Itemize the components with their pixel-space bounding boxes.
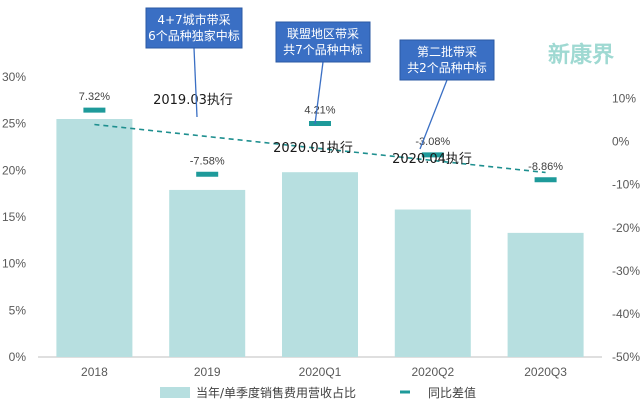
right-axis-tick: -20%: [612, 221, 640, 235]
bar: [507, 232, 584, 357]
callout-text: 联盟地区带采: [287, 27, 359, 41]
right-axis-tick: -40%: [612, 307, 640, 321]
callout-box: [145, 7, 243, 49]
diff-label: -8.86%: [528, 161, 563, 173]
left-axis-tick: 10%: [2, 257, 26, 271]
bar: [56, 119, 133, 357]
x-axis-tick: 2020Q3: [524, 365, 567, 379]
bar: [394, 209, 471, 357]
right-axis-tick: -50%: [612, 350, 640, 364]
diff-label: -7.58%: [190, 155, 225, 167]
right-axis-tick: -10%: [612, 178, 640, 192]
bar: [282, 172, 358, 357]
callout-text: 4+7城市带采: [157, 12, 230, 27]
legend-label-marker: 同比差值: [428, 385, 476, 400]
left-axis-tick: 0%: [9, 350, 27, 364]
callout-text: 共2个品种中标: [407, 60, 487, 75]
callout-text: 第二批带采: [417, 44, 477, 59]
callout-box: [275, 21, 371, 63]
execution-note: 2020.04执行: [392, 152, 472, 167]
x-axis-tick: 2020Q1: [299, 365, 342, 379]
callout-pointer: [419, 79, 448, 150]
right-axis-tick: 10%: [612, 92, 636, 106]
left-axis-tick: 25%: [2, 117, 26, 131]
execution-note: 2020.01执行: [273, 141, 353, 156]
execution-note: 2019.03执行: [153, 93, 233, 108]
callout-text: 共7个品种中标: [283, 42, 363, 57]
diff-label: 4.21%: [304, 104, 335, 116]
trend-line: [94, 123, 546, 174]
x-axis-tick: 2020Q2: [411, 365, 454, 379]
callout-text: 6个品种独家中标: [148, 28, 240, 43]
left-axis-tick: 5%: [9, 303, 27, 317]
legend-label-bar: 当年/单季度销售费用营收占比: [196, 385, 356, 400]
callout-box: [399, 39, 495, 81]
callout-pointer: [314, 61, 324, 125]
right-axis-tick: 0%: [612, 135, 630, 149]
left-axis-tick: 30%: [2, 70, 26, 84]
left-axis-tick: 15%: [2, 210, 26, 224]
x-axis-tick: 2018: [81, 365, 108, 379]
callout-pointer: [193, 47, 198, 118]
left-axis-tick: 20%: [2, 163, 26, 177]
legend-swatch-bar: [160, 387, 190, 398]
bar: [169, 189, 246, 357]
watermark-logo: 新康界: [548, 42, 614, 68]
x-axis-tick: 2019: [194, 365, 221, 379]
diff-label: 7.32%: [79, 91, 110, 103]
right-axis-tick: -30%: [612, 264, 640, 278]
